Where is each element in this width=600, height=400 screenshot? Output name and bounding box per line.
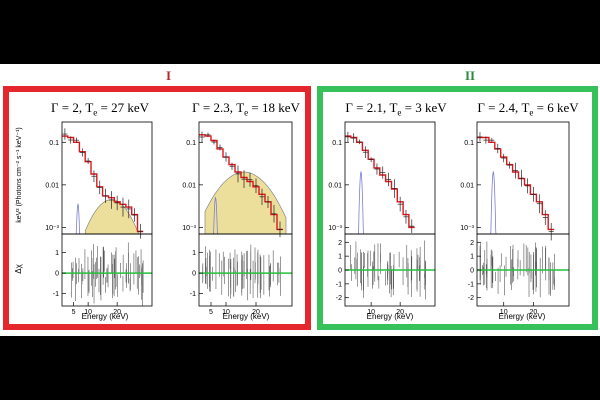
residual-tick-label: -1 [53,291,59,298]
residual-tick-label: 1 [192,250,196,257]
y-tick-label: 10⁻³ [45,225,59,232]
residual-tick-label: 1 [55,250,59,257]
panel-title-2: Γ = 2.3, Te = 18 keV [192,100,300,118]
x-tick-label: 20 [396,309,404,316]
y-tick-label: 10⁻³ [182,225,196,232]
y-tick-label: 0.1 [49,140,59,147]
residual-tick-label: 2 [338,240,342,247]
panel-title-3: Γ = 2.1, Te = 3 keV [345,100,447,118]
group-label-ii: II [465,68,476,83]
line-feature-curve [74,203,82,235]
residual-tick-label: 1 [470,254,474,261]
x-tick-label: 20 [252,309,260,316]
residual-tick-label: 0 [338,268,342,275]
group-box-i [3,86,311,330]
x-tick-label: 10 [222,309,230,316]
y-tick-label: 0.1 [464,140,474,147]
panel-title-1: Γ = 2, Te = 27 keV [50,100,150,118]
bottom-axes-frame [198,233,293,307]
residual-tick-label: -2 [336,295,342,302]
y-tick-label: 0.01 [182,182,196,189]
residual-tick-label: -2 [468,295,474,302]
spectra-plots: keV² (Photons cm⁻² s⁻¹ keV⁻¹) Δχ Energy … [14,121,570,321]
bottom-axes-frame [61,233,153,307]
component-hump [204,171,287,235]
residual-tick-label: 0 [55,271,59,278]
figure-canvas: I II Γ = 2, Te = 27 keV Γ = 2.3, Te = 18… [0,64,600,336]
x-tick-label: 10 [84,309,92,316]
x-axis-label-2: Energy (keV) [223,312,270,321]
x-axis-label-1: Energy (keV) [82,312,129,321]
group-box-ii [317,86,598,330]
y-tick-label: 0.01 [45,182,59,189]
residual-tick-label: 0 [192,271,196,278]
line-feature-curve [489,170,497,235]
x-tick-label: 20 [529,309,537,316]
x-axis-label-4: Energy (keV) [499,312,546,321]
y-tick-label: 10⁻³ [328,225,342,232]
y-tick-label: 10⁻³ [460,225,474,232]
x-tick-label: 10 [500,309,508,316]
y-axis-label-top: keV² (Photons cm⁻² s⁻¹ keV⁻¹) [16,127,23,223]
model-step-line [477,136,555,231]
y-tick-label: 0.1 [332,140,342,147]
x-tick-label: 20 [113,309,121,316]
line-feature-curve [357,170,365,235]
residual-tick-label: -1 [336,281,342,288]
y-tick-label: 0.01 [460,182,474,189]
residual-tick-label: -1 [190,291,196,298]
x-tick-label: 5 [72,309,76,316]
residual-tick-label: 1 [338,254,342,261]
residual-tick-label: 0 [470,268,474,275]
residual-tick-label: -1 [468,281,474,288]
panel-title-4: Γ = 2.4, Te = 6 keV [477,100,579,118]
x-tick-label: 5 [209,309,213,316]
y-axis-label-bottom: Δχ [14,263,23,273]
y-tick-label: 0.01 [328,182,342,189]
residual-tick-label: 2 [470,240,474,247]
y-tick-label: 0.1 [186,140,196,147]
model-step-line [345,135,415,229]
x-axis-label-3: Energy (keV) [367,312,414,321]
group-label-i: I [166,68,172,83]
x-tick-label: 10 [367,309,375,316]
